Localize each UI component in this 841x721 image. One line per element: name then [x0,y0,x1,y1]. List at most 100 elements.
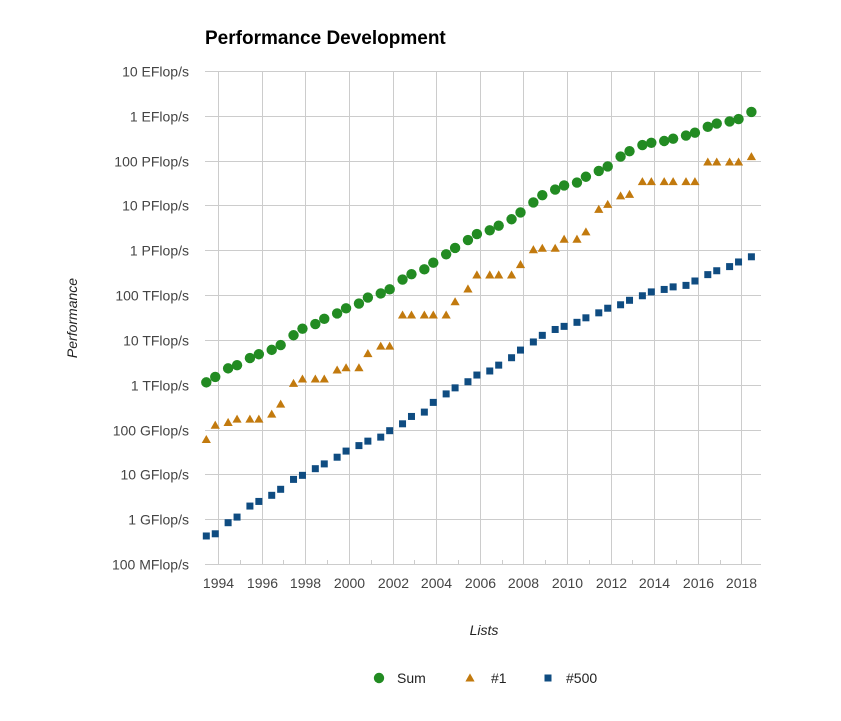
data-point [537,189,548,201]
data-point [485,270,495,279]
data-point [201,377,212,388]
data-point [363,349,373,358]
data-point [375,288,386,299]
data-point [703,157,713,166]
legend-marker-square-icon [544,674,552,682]
data-point [637,139,648,151]
x-tick-label: 2010 [552,575,583,591]
data-point [746,106,757,118]
data-point [506,270,517,279]
y-axis-ticks: 10 EFlop/s 1 EFlop/s 100 PFlop/s 10 PFlop/s… [112,64,189,573]
data-point [515,260,526,269]
data-point [573,318,581,326]
data-point [549,184,561,195]
y-tick-label: 100 PFlop/s [114,154,189,170]
legend-item[interactable]: #1 [465,670,507,686]
data-point [682,281,690,289]
data-point [508,354,516,362]
data-point [594,204,604,213]
legend-item[interactable]: Sum [373,670,426,686]
data-point [493,220,504,231]
data-point [486,367,494,375]
x-tick-label: 2012 [596,575,627,591]
x-tick-label: 2000 [334,575,365,591]
data-point [362,292,374,303]
data-point [310,318,321,330]
legend-item[interactable]: #500 [544,670,598,686]
data-point [429,398,437,406]
data-point [638,292,646,300]
data-point [386,427,394,435]
data-point [537,243,547,252]
data-point [428,257,439,268]
data-point [624,189,635,198]
data-point [604,304,612,312]
data-point [558,180,570,191]
data-point [517,346,525,354]
data-point [702,121,713,133]
x-axis-title: Lists [470,622,499,638]
y-tick-label: 1 GFlop/s [128,512,189,528]
data-point [211,530,219,538]
data-point [376,341,386,350]
data-point [637,177,647,186]
x-tick-label: 2016 [683,575,714,591]
data-point [659,177,669,186]
data-point [581,227,591,236]
data-point [726,263,734,271]
data-point [311,465,319,473]
data-point [626,296,634,304]
y-tick-label: 100 MFlop/s [112,557,189,573]
data-point [320,460,328,468]
data-point [233,513,241,521]
data-point [582,314,590,322]
data-point [462,234,474,246]
data-point [464,378,472,386]
data-point [245,414,255,423]
data-point [341,363,351,372]
data-point [353,298,365,309]
y-tick-label: 10 EFlop/s [122,64,189,80]
data-point [690,177,700,186]
y-tick-label: 1 PFlop/s [130,243,189,259]
y-tick-label: 1 TFlop/s [131,378,189,394]
data-point [529,338,537,346]
data-point [244,352,256,364]
data-point [538,331,546,339]
data-point [319,313,330,325]
data-point [441,310,451,319]
x-tick-label: 2002 [378,575,409,591]
data-point [210,420,220,429]
data-point [473,371,481,379]
data-point [691,277,699,285]
data-point [711,118,722,129]
x-tick-label: 2008 [508,575,539,591]
data-point [224,519,232,527]
data-point [255,497,263,505]
data-point [355,442,363,450]
data-point [202,532,210,540]
data-point [667,133,679,144]
data-point [222,363,234,374]
data-point [232,414,242,423]
data-point [646,137,657,148]
data-point [450,297,460,306]
x-tick-label: 2018 [726,575,757,591]
data-point [276,399,286,408]
data-point [712,157,722,166]
data-point [354,363,364,372]
grid [205,71,761,565]
x-axis-ticks: 1994 1996 1998 2000 2002 2004 2006 2008 2010 2012… [203,575,757,591]
data-point [385,341,395,350]
data-point [419,264,430,275]
data-point [397,310,408,319]
data-point [440,249,452,260]
data-point [266,344,277,356]
data-point [551,325,559,333]
data-point [210,371,221,383]
data-point [571,177,583,188]
data-point [735,258,743,266]
data-point [397,274,408,285]
data-point [647,288,655,296]
